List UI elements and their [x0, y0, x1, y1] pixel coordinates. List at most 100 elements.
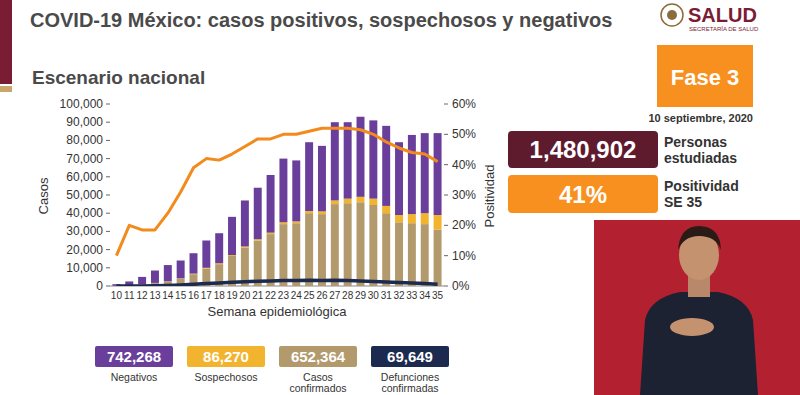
x-tick-label: 18 [214, 290, 226, 301]
y-tick-label: 60,000 [66, 170, 103, 184]
bar [215, 233, 223, 263]
legend-label: Negativos [111, 371, 158, 383]
bar [434, 230, 442, 286]
y-tick-label: 100,000 [60, 97, 104, 111]
bar [331, 122, 339, 200]
bar [267, 233, 275, 234]
phase-box [657, 45, 753, 107]
logo-emblem [667, 10, 677, 20]
y-axis: 010,00020,00030,00040,00050,00060,00070,… [60, 97, 110, 293]
positivity-box [508, 175, 658, 213]
x-tick-label: 19 [226, 290, 238, 301]
interpreter-body [640, 292, 758, 395]
bar [395, 222, 403, 286]
x-axis: 1011121314151617181920212223242526272829… [110, 286, 444, 301]
bar [241, 247, 249, 248]
x-tick-label: 33 [406, 290, 418, 301]
y-tick-label: 30,000 [66, 224, 103, 238]
positivity-caption: Positividad [664, 178, 739, 194]
x-tick-label: 16 [188, 290, 200, 301]
bar [369, 199, 377, 205]
bar [190, 253, 198, 273]
bar [292, 223, 300, 286]
y-tick-label: 50,000 [66, 188, 103, 202]
legend-swatch [95, 346, 173, 367]
subtitle: Escenario nacional [32, 67, 205, 88]
y2-tick-label: 60% [452, 97, 476, 111]
bar [434, 215, 442, 230]
studied-caption: estudiadas [664, 150, 737, 166]
y-tick [106, 158, 110, 159]
legend-total: 86,270 [203, 348, 249, 365]
x-tick-label: 17 [201, 290, 213, 301]
bar [292, 160, 300, 221]
x-tick-label: 11 [124, 290, 135, 301]
x-tick-label: 24 [291, 290, 303, 301]
logo-caption: SECRETARÍA DE SALUD [689, 26, 759, 32]
positivity: 41% [559, 181, 607, 208]
bar [395, 215, 403, 222]
bar [164, 265, 172, 281]
y-tick-label: 20,000 [66, 243, 103, 257]
y2-axis-title: Positividad [482, 165, 497, 228]
x-tick-label: 27 [329, 290, 341, 301]
x-tick-label: 34 [419, 290, 431, 301]
y-tick-label: 70,000 [66, 152, 103, 166]
bar [408, 223, 416, 286]
date: 10 septiembre, 2020 [648, 112, 753, 124]
legend-label: confirmadas [381, 382, 438, 394]
y-tick [106, 286, 110, 287]
studied-box [508, 131, 658, 168]
y-tick [106, 249, 110, 250]
x-tick-label: 25 [304, 290, 316, 301]
bar [408, 214, 416, 223]
header-accent [0, 86, 12, 92]
bar [421, 213, 429, 224]
x-tick-label: 10 [111, 290, 123, 301]
y-tick [106, 231, 110, 232]
bar [408, 135, 416, 214]
y2-axis: 0%10%20%30%40%50%60% [444, 97, 476, 293]
bar [369, 205, 377, 286]
bar [357, 197, 365, 202]
y2-tick-label: 0% [452, 279, 470, 293]
y-tick-label: 90,000 [66, 115, 103, 129]
bar [138, 277, 146, 284]
bar [434, 133, 442, 215]
legend-total: 69,649 [387, 348, 433, 365]
bar [318, 214, 326, 286]
x-tick-label: 23 [278, 290, 290, 301]
bar [151, 271, 159, 283]
header-accent [0, 0, 12, 84]
x-tick-label: 32 [393, 290, 405, 301]
bar [421, 224, 429, 286]
logo: SALUDSECRETARÍA DE SALUD [661, 4, 759, 32]
bar [254, 239, 262, 240]
phase: Fase 3 [671, 65, 740, 90]
x-tick-label: 22 [265, 290, 277, 301]
interpreter-video [594, 220, 800, 395]
y2-tick-label: 30% [452, 188, 476, 202]
x-tick-label: 12 [137, 290, 149, 301]
legend-label: Sospechosos [194, 371, 257, 383]
bar [254, 241, 262, 287]
video-background [594, 220, 800, 395]
bar [344, 203, 352, 286]
y2-tick [444, 164, 448, 165]
logo-text: SALUD [688, 4, 757, 26]
interpreter-hair [678, 226, 721, 250]
bar [382, 213, 390, 286]
logo-emblem [661, 4, 683, 26]
y2-tick-label: 40% [452, 158, 476, 172]
line [116, 128, 437, 255]
y-tick [106, 267, 110, 268]
bar [228, 217, 236, 255]
y-tick-label: 10,000 [66, 261, 103, 275]
y-tick [106, 140, 110, 141]
legend-total: 652,364 [291, 348, 346, 365]
bar [382, 126, 390, 206]
plot-area [112, 117, 441, 286]
background [0, 0, 800, 395]
legend-swatch [187, 346, 265, 367]
bar [318, 211, 326, 214]
